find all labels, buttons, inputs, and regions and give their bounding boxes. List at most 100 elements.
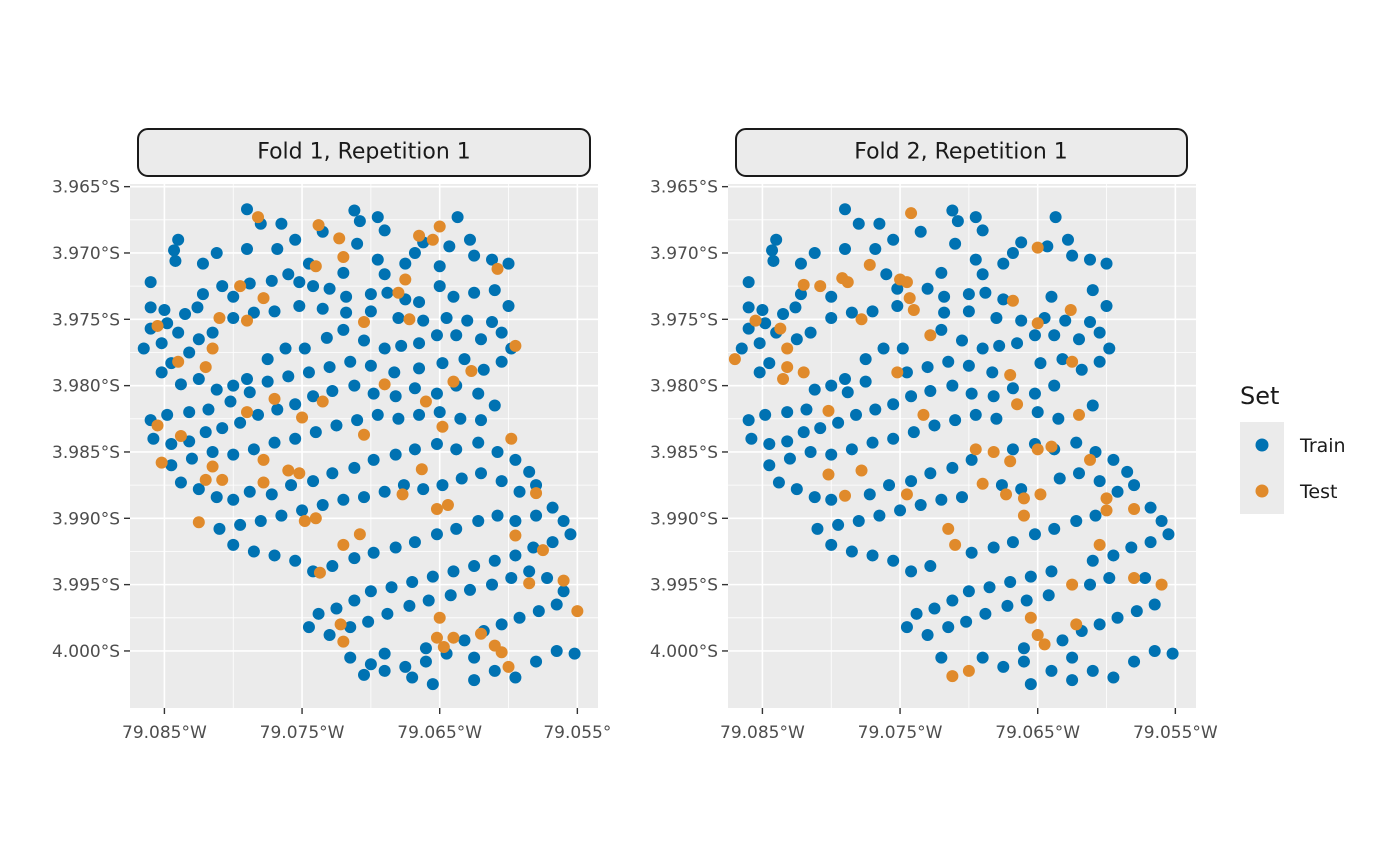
train-point [168, 244, 181, 257]
train-point [271, 403, 284, 416]
train-point [389, 541, 402, 554]
test-point [1128, 571, 1141, 584]
train-point [362, 615, 375, 628]
train-point [1006, 382, 1019, 395]
test-point [378, 378, 391, 391]
train-point [924, 560, 937, 573]
train-point [227, 290, 240, 303]
train-point [960, 615, 973, 628]
train-point [289, 398, 302, 411]
train-point [811, 522, 824, 535]
test-point [1100, 504, 1113, 517]
train-point [777, 308, 790, 321]
train-point [914, 499, 927, 512]
train-point [976, 224, 989, 237]
test-point [774, 322, 787, 335]
train-point [1070, 514, 1083, 527]
test-point [358, 315, 370, 328]
train-point [408, 536, 421, 549]
train-point [367, 387, 380, 400]
train-point [896, 342, 909, 355]
train-point [1107, 549, 1120, 562]
train-point [990, 412, 1003, 425]
test-point [1073, 408, 1085, 421]
train-point [976, 651, 989, 664]
train-point [735, 342, 748, 355]
y-tick-label: 3.965°S [650, 178, 718, 198]
train-point [790, 333, 803, 346]
train-point [1045, 664, 1058, 677]
train-point [307, 390, 320, 403]
train-point [413, 362, 426, 375]
train-point [161, 408, 174, 421]
train-point [307, 475, 320, 488]
facet-1-strip [137, 128, 591, 177]
train-point [839, 373, 851, 386]
train-point [965, 387, 978, 400]
train-point [990, 311, 1003, 324]
train-point [1006, 536, 1019, 549]
train-point [488, 664, 501, 677]
train-point [1100, 257, 1113, 270]
train-point [550, 598, 563, 611]
train-point [767, 254, 780, 267]
train-point [866, 305, 879, 318]
train-point [1028, 528, 1041, 541]
train-point [928, 602, 941, 615]
test-point [949, 538, 962, 551]
train-point [275, 217, 288, 230]
train-point [210, 383, 223, 396]
train-point [158, 304, 171, 317]
train-point [279, 342, 292, 355]
train-point [330, 419, 343, 432]
train-point [794, 288, 807, 301]
train-point [1093, 326, 1106, 339]
test-point [781, 361, 794, 374]
train-point [399, 660, 412, 673]
test-point [1006, 294, 1019, 307]
test-point [257, 453, 270, 466]
train-point [742, 322, 755, 335]
test-point [509, 339, 522, 352]
facet-1-x-axis: 79.085°W 79.075°W 79.065°W 79.055° [122, 708, 611, 743]
train-point [364, 305, 377, 318]
test-point [863, 258, 876, 271]
train-point [993, 339, 1006, 352]
test-point [822, 404, 835, 417]
train-point [381, 607, 394, 620]
train-point [502, 300, 515, 313]
train-point [458, 353, 471, 366]
train-point [1015, 236, 1028, 249]
test-point [282, 464, 295, 477]
train-point [196, 257, 209, 270]
train-point [832, 416, 845, 429]
train-point [323, 361, 336, 374]
test-point [987, 445, 1000, 458]
train-point [397, 479, 410, 492]
test-point [293, 467, 306, 480]
train-point [326, 560, 339, 573]
test-point [206, 460, 219, 473]
train-point [486, 253, 499, 266]
train-point [426, 570, 439, 583]
train-point [309, 426, 322, 439]
train-point [243, 386, 256, 399]
test-point [333, 232, 346, 245]
train-point [869, 243, 882, 256]
train-point [348, 461, 361, 474]
train-point [880, 268, 893, 281]
test-point [213, 311, 226, 324]
train-point [275, 509, 288, 522]
x-tick-label: 79.085°W [720, 723, 805, 743]
x-tick-label: 79.075°W [260, 723, 345, 743]
train-point [1111, 611, 1124, 624]
train-point [1048, 522, 1061, 535]
train-point [1056, 353, 1069, 366]
train-point [147, 432, 160, 445]
train-point [502, 257, 515, 270]
train-point [1093, 355, 1106, 368]
train-point [907, 426, 920, 439]
test-point [447, 375, 460, 388]
train-point [155, 337, 168, 350]
test-point [1004, 369, 1017, 382]
